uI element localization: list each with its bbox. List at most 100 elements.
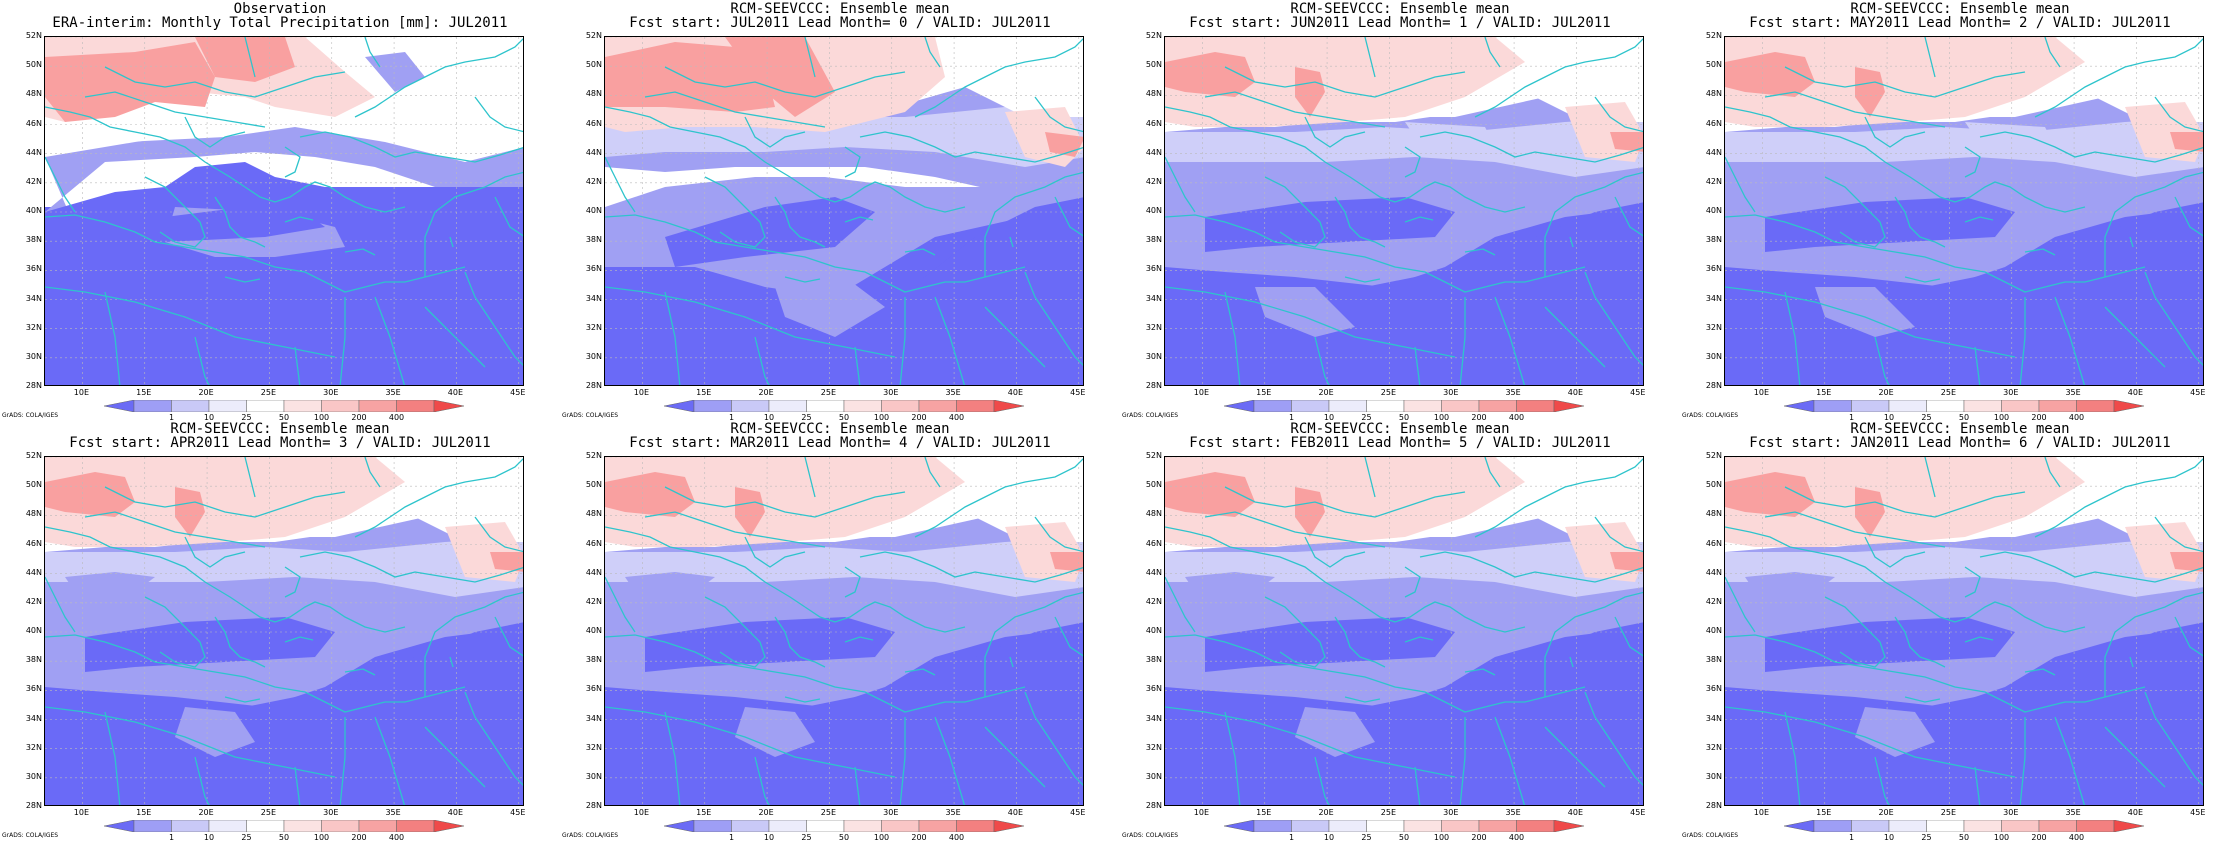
latitude-label: 34N (1705, 293, 1722, 303)
latitude-label: 48N (1705, 509, 1722, 519)
coastline (644, 511, 826, 548)
coastline (704, 596, 766, 668)
coastline (84, 511, 266, 548)
coastline (1544, 171, 1643, 277)
panel-title: RCM-SEEVCCC: Ensemble mean (730, 421, 950, 437)
coastline (449, 236, 454, 248)
precip-contour-region (725, 37, 835, 117)
latitude-label: 32N (25, 742, 42, 752)
grads-credit: GrADS: COLA/IGES (1682, 832, 1739, 839)
coastline (294, 346, 301, 385)
coastline (1874, 336, 1890, 385)
longitude-label: 25E (1940, 388, 1957, 397)
latitude-label: 44N (585, 147, 602, 157)
colorbar-segment (104, 820, 135, 832)
precip-contour-region (1365, 202, 1643, 385)
coastline (1924, 37, 1936, 78)
longitude-label: 30E (323, 808, 339, 817)
coastline (104, 291, 121, 385)
coastline (984, 171, 1083, 277)
colorbar-segment (918, 400, 957, 412)
coastline (2144, 271, 2203, 366)
latitude-label: 34N (1705, 713, 1722, 723)
coastline (754, 336, 770, 385)
colorbar-label: 100 (313, 833, 330, 842)
coastline (449, 656, 454, 668)
coastline (605, 156, 636, 213)
precip-contour-region (1165, 457, 1525, 547)
coastline (1964, 216, 1994, 223)
colorbar-segment (2038, 820, 2077, 832)
coastline (1419, 131, 1643, 163)
colorbar-label: 50 (278, 413, 290, 422)
map-panel: RCM-SEEVCCC: Ensemble mean Fcst start: MA… (560, 420, 1120, 842)
precip-contour-region (1925, 622, 2203, 805)
colorbar-segment (2001, 400, 2040, 412)
coastline (1584, 271, 1643, 366)
coastline (2144, 691, 2203, 786)
coastline (605, 634, 1026, 713)
precip-contour-region (105, 207, 325, 247)
coastline (194, 336, 210, 385)
coastline (1725, 634, 2146, 713)
colorbar-segment (321, 400, 360, 412)
coastline (1334, 616, 1386, 668)
latitude-label: 34N (1145, 293, 1162, 303)
coastline (2034, 38, 2203, 118)
colorbar-label: 200 (1471, 833, 1487, 842)
latitude-label: 50N (25, 60, 42, 70)
coastline (494, 196, 523, 237)
coastline (1054, 196, 1083, 237)
precip-contour-region (1405, 122, 1495, 152)
colorbar-segment (1553, 400, 1584, 412)
coastline (184, 116, 246, 148)
coastline (984, 306, 1046, 368)
coastline (1314, 756, 1330, 805)
latitude-label: 50N (25, 480, 42, 490)
coastline (424, 591, 523, 697)
latitude-label: 30N (25, 351, 42, 361)
latitude-label: 40N (1145, 626, 1162, 635)
precip-contour-region (1610, 132, 1643, 152)
latitude-label: 38N (25, 655, 42, 665)
coastline (2054, 296, 2086, 385)
colorbar-segment (1366, 820, 1405, 832)
colorbar-label: 200 (2031, 413, 2047, 422)
coastline (924, 37, 941, 68)
coastline (2104, 171, 2203, 277)
coastline (1204, 91, 1386, 128)
precip-contour-region (605, 472, 695, 517)
colorbar-label: 400 (948, 833, 965, 842)
colorbar-label: 50 (1958, 833, 1970, 842)
latitude-label: 48N (585, 89, 602, 99)
coastline (424, 171, 523, 277)
precip-contour-region (735, 487, 765, 537)
latitude-label: 32N (25, 322, 42, 332)
longitude-label: 40E (1007, 808, 1024, 817)
colorbar-segment (246, 820, 285, 832)
latitude-label: 48N (1705, 89, 1722, 99)
colorbar-label: 100 (1433, 413, 1450, 422)
colorbar-label: 100 (873, 413, 890, 422)
latitude-label: 44N (1705, 567, 1722, 577)
precip-contour-region (1725, 457, 2085, 547)
longitude-label: 35E (1505, 388, 1521, 397)
coastline (774, 196, 826, 248)
colorbar-segment (843, 400, 882, 412)
longitude-label: 10E (73, 388, 90, 397)
precipitation-map (604, 36, 1084, 386)
coastline (804, 457, 816, 498)
latitude-label: 28N (1705, 801, 1722, 810)
colorbar-label: 10 (1883, 833, 1895, 842)
coastline (899, 717, 906, 805)
precip-contour-region (490, 552, 523, 572)
coastline (1414, 766, 1421, 805)
map-panel: RCM-SEEVCCC: Ensemble mean Fcst start: AP… (0, 420, 560, 842)
longitude-label: 35E (1505, 808, 1521, 817)
coastline (1165, 214, 1586, 293)
colorbar-segment (2001, 820, 2040, 832)
longitude-label: 25E (820, 808, 837, 817)
latitude-label: 46N (585, 538, 602, 548)
longitude-label: 45E (1630, 808, 1646, 817)
coastline (854, 346, 861, 385)
